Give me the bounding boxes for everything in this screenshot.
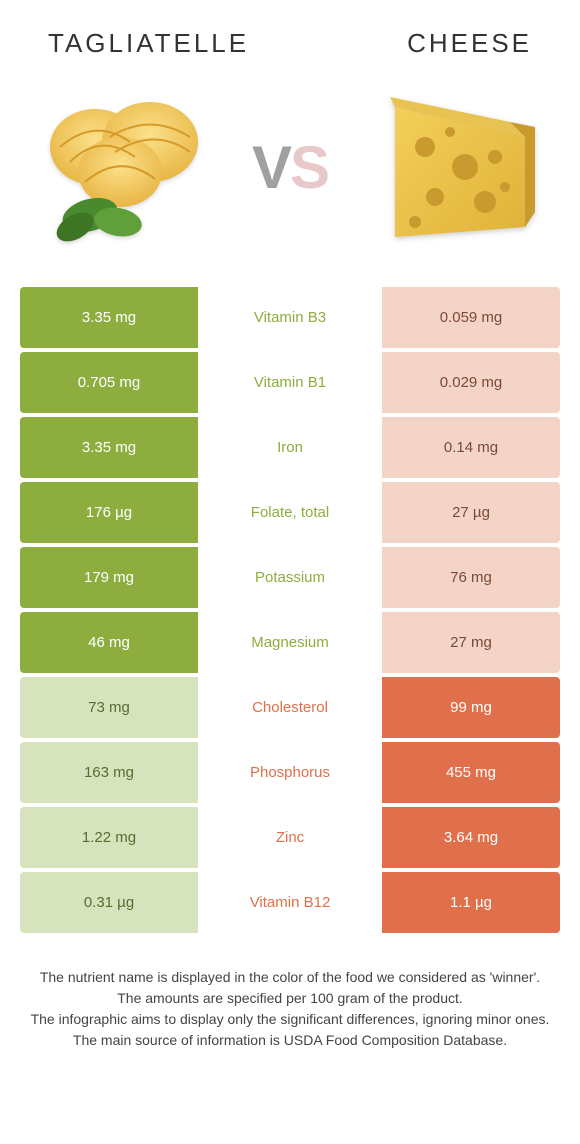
value-right: 3.64 mg [382, 807, 560, 868]
nutrient-row: 73 mgCholesterol99 mg [20, 677, 560, 738]
value-left: 0.31 µg [20, 872, 198, 933]
value-left: 179 mg [20, 547, 198, 608]
nutrient-label: Potassium [201, 547, 379, 608]
header: TAGLIATELLE CHEESE [0, 0, 580, 77]
cheese-image [365, 87, 540, 247]
nutrient-label: Cholesterol [201, 677, 379, 738]
value-right: 0.059 mg [382, 287, 560, 348]
value-right: 76 mg [382, 547, 560, 608]
value-left: 3.35 mg [20, 287, 198, 348]
value-right: 27 mg [382, 612, 560, 673]
nutrient-label: Folate, total [201, 482, 379, 543]
footer-line: The main source of information is USDA F… [28, 1030, 552, 1051]
nutrient-label: Vitamin B1 [201, 352, 379, 413]
title-left: TAGLIATELLE [48, 28, 249, 59]
nutrient-label: Zinc [201, 807, 379, 868]
nutrient-label: Vitamin B12 [201, 872, 379, 933]
footer-line: The infographic aims to display only the… [28, 1009, 552, 1030]
value-right: 0.029 mg [382, 352, 560, 413]
value-right: 0.14 mg [382, 417, 560, 478]
nutrient-label: Magnesium [201, 612, 379, 673]
nutrient-row: 3.35 mgVitamin B30.059 mg [20, 287, 560, 348]
vs-s: S [290, 134, 328, 201]
nutrient-row: 176 µgFolate, total27 µg [20, 482, 560, 543]
footer: The nutrient name is displayed in the co… [0, 937, 580, 1051]
value-left: 3.35 mg [20, 417, 198, 478]
vs-label: VS [252, 133, 328, 202]
nutrient-row: 3.35 mgIron0.14 mg [20, 417, 560, 478]
nutrient-label: Phosphorus [201, 742, 379, 803]
value-left: 163 mg [20, 742, 198, 803]
value-left: 1.22 mg [20, 807, 198, 868]
tagliatelle-image [40, 87, 215, 247]
nutrient-row: 46 mgMagnesium27 mg [20, 612, 560, 673]
footer-line: The nutrient name is displayed in the co… [28, 967, 552, 988]
value-left: 176 µg [20, 482, 198, 543]
nutrient-label: Vitamin B3 [201, 287, 379, 348]
value-left: 0.705 mg [20, 352, 198, 413]
value-right: 455 mg [382, 742, 560, 803]
footer-line: The amounts are specified per 100 gram o… [28, 988, 552, 1009]
nutrient-row: 1.22 mgZinc3.64 mg [20, 807, 560, 868]
value-left: 73 mg [20, 677, 198, 738]
nutrient-row: 0.705 mgVitamin B10.029 mg [20, 352, 560, 413]
nutrient-row: 163 mgPhosphorus455 mg [20, 742, 560, 803]
value-left: 46 mg [20, 612, 198, 673]
nutrient-row: 0.31 µgVitamin B121.1 µg [20, 872, 560, 933]
value-right: 27 µg [382, 482, 560, 543]
nutrient-row: 179 mgPotassium76 mg [20, 547, 560, 608]
value-right: 99 mg [382, 677, 560, 738]
nutrient-table: 3.35 mgVitamin B30.059 mg0.705 mgVitamin… [0, 287, 580, 933]
value-right: 1.1 µg [382, 872, 560, 933]
nutrient-label: Iron [201, 417, 379, 478]
hero: VS [0, 77, 580, 287]
vs-v: V [252, 134, 290, 201]
title-right: CHEESE [407, 28, 532, 59]
